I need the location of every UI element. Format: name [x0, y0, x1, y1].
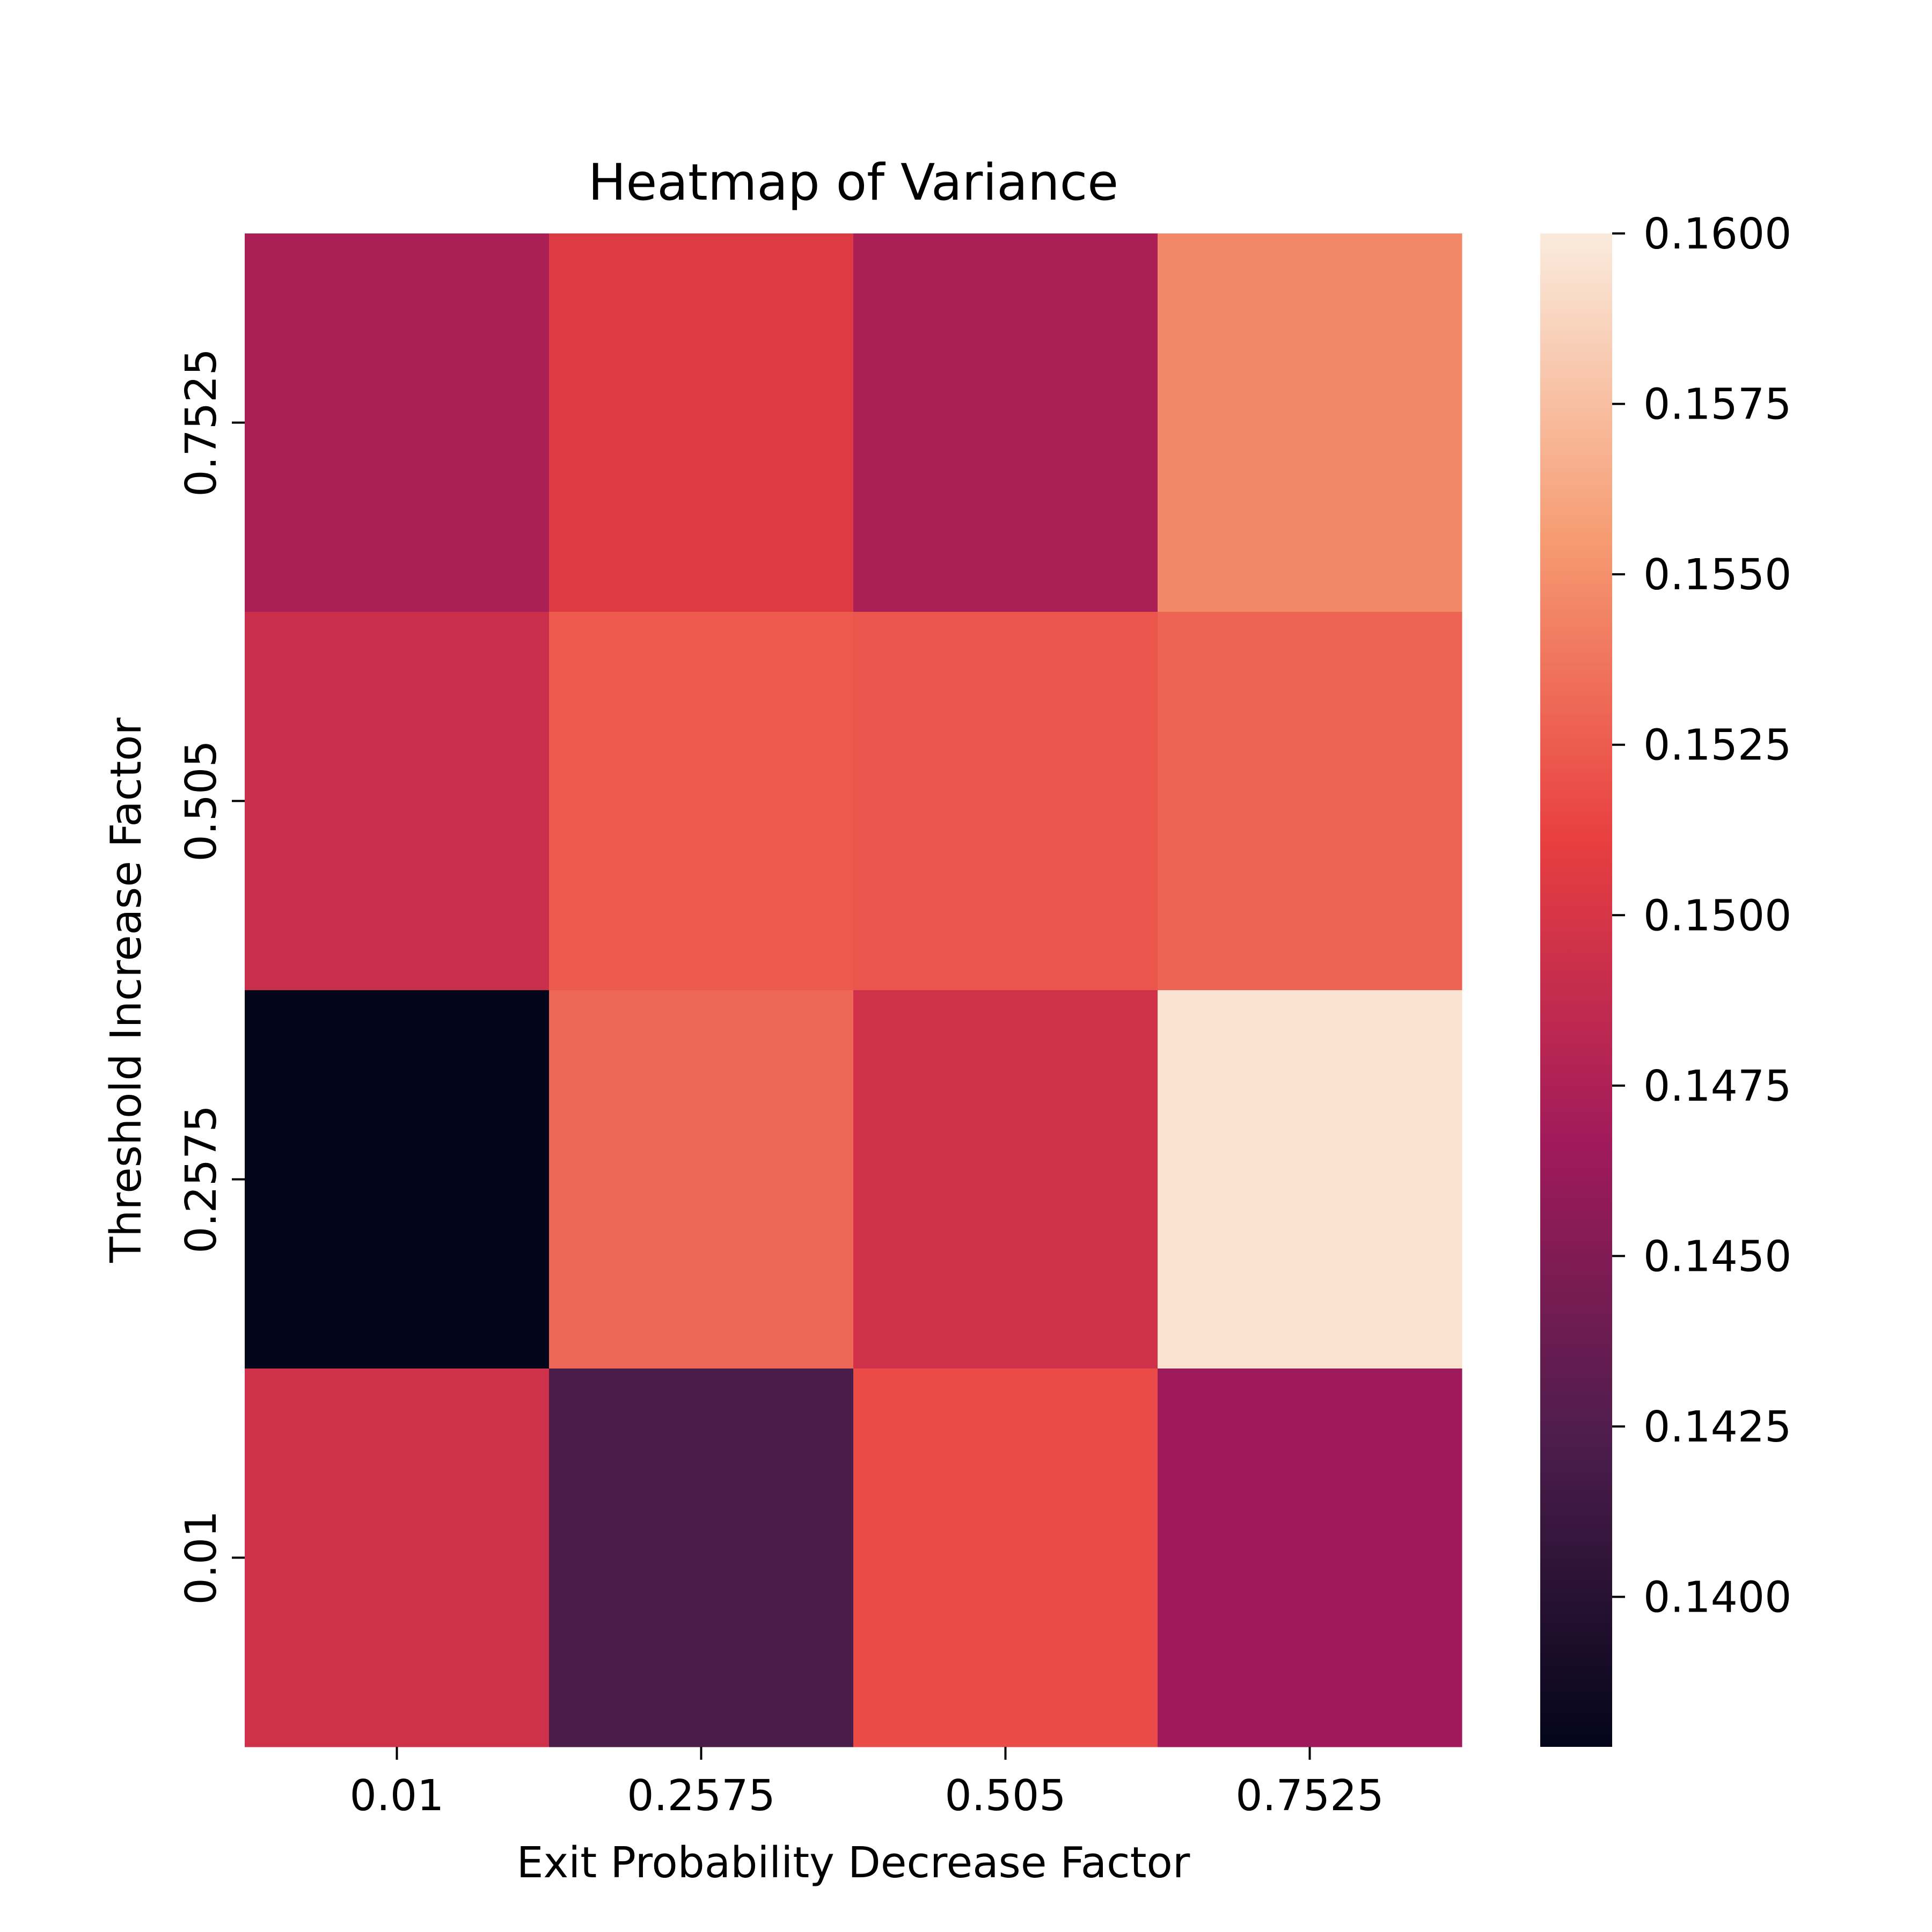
- colorbar-tick-label: 0.1425: [1643, 1402, 1791, 1452]
- colorbar-tick-label: 0.1400: [1643, 1573, 1791, 1622]
- colorbar-tick-label: 0.1550: [1643, 550, 1791, 599]
- x-tick-label: 0.7525: [1235, 1771, 1384, 1820]
- colorbar-tick-label: 0.1600: [1643, 209, 1791, 259]
- colorbar-gradient: [1540, 233, 1612, 1747]
- colorbar-tick-label: 0.1450: [1643, 1232, 1791, 1281]
- heatmap-cells: [245, 233, 1462, 1747]
- x-axis-label: Exit Probability Decrease Factor: [517, 1838, 1190, 1887]
- heatmap-cell: [549, 612, 854, 991]
- y-tick-label: 0.7525: [177, 348, 226, 496]
- heatmap-cell: [549, 1368, 854, 1747]
- heatmap-cell: [245, 612, 550, 991]
- heatmap-cell: [853, 612, 1158, 991]
- heatmap-cell: [1158, 1368, 1462, 1747]
- colorbar: 0.1400 0.1425 0.1450 0.1475 0.1500 0.1525 0.15…: [1540, 209, 1791, 1747]
- heatmap-cell: [245, 1368, 550, 1747]
- y-axis-ticks: 0.7525 0.505 0.2575 0.01: [177, 348, 245, 1605]
- colorbar-ticks: 0.1400 0.1425 0.1450 0.1475 0.1500 0.1525 0.15…: [1612, 209, 1791, 1622]
- y-tick-label: 0.01: [177, 1511, 226, 1605]
- x-axis-ticks: 0.01 0.2575 0.505 0.7525: [350, 1747, 1384, 1820]
- y-tick-label: 0.505: [177, 740, 226, 861]
- heatmap-cell: [1158, 233, 1462, 612]
- y-tick-label: 0.2575: [177, 1105, 226, 1253]
- heatmap-cell: [1158, 612, 1462, 991]
- x-tick-label: 0.505: [945, 1771, 1066, 1820]
- heatmap-cell: [549, 233, 854, 612]
- x-tick-label: 0.2575: [627, 1771, 775, 1820]
- heatmap-cell: [245, 233, 550, 612]
- heatmap-cell: [853, 1368, 1158, 1747]
- chart-title: Heatmap of Variance: [588, 153, 1118, 212]
- y-axis-label: Threshold Increase Factor: [101, 718, 151, 1263]
- heatmap-cell: [245, 990, 550, 1369]
- heatmap-cell: [549, 990, 854, 1369]
- heatmap-cell: [853, 990, 1158, 1369]
- heatmap-cell: [853, 233, 1158, 612]
- colorbar-tick-label: 0.1575: [1643, 380, 1791, 429]
- x-tick-label: 0.01: [350, 1771, 444, 1820]
- heatmap-cell: [1158, 990, 1462, 1369]
- colorbar-tick-label: 0.1500: [1643, 891, 1791, 940]
- colorbar-tick-label: 0.1525: [1643, 721, 1791, 770]
- colorbar-tick-label: 0.1475: [1643, 1062, 1791, 1111]
